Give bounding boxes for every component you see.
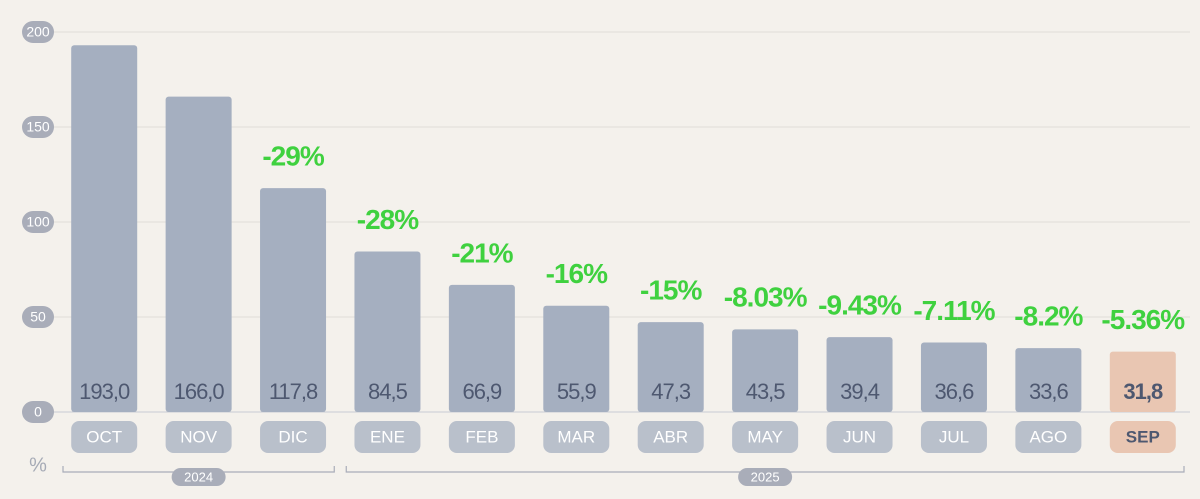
y-tick-pill [22,116,54,138]
bar [1015,348,1082,412]
group-label: 2024 [184,469,213,484]
y-tick-pill [22,306,54,328]
y-tick-pill [22,401,54,423]
category-pill [1015,421,1082,453]
change-annotation: -21% [451,237,513,268]
category-pill [1109,421,1176,453]
value-label: 31,8 [1123,379,1163,404]
group-label: 2025 [751,469,780,484]
category-pill [543,421,610,453]
value-label: 33,6 [1029,379,1069,404]
bar [71,45,138,413]
change-annotation: -16% [546,258,608,289]
y-axis-label: % [29,454,47,476]
value-label: 193,0 [79,379,130,404]
value-label: 84,5 [368,379,408,404]
category-pill [448,421,515,453]
value-label: 55,9 [557,379,597,404]
x-tick-label: MAR [557,427,595,446]
bar [448,284,515,412]
x-tick-label: ABR [653,427,688,446]
value-label: 39,4 [840,379,880,404]
change-annotation: -7.11% [913,295,995,326]
value-label: 166,0 [174,379,225,404]
category-pill [826,421,893,453]
category-pill [637,421,704,453]
change-annotation: -8.2% [1014,301,1083,332]
bar [543,305,610,412]
change-annotation: -28% [357,204,419,235]
category-pill [920,421,987,453]
category-pill [354,421,421,453]
value-label: 66,9 [462,379,502,404]
x-tick-label: NOV [180,427,218,446]
value-label: 43,5 [746,379,786,404]
change-annotation: -5.36% [1101,304,1185,335]
category-pill [71,421,138,453]
y-tick-label: 0 [34,404,42,420]
x-tick-label: FEB [465,427,498,446]
x-tick-label: JUL [939,427,969,446]
category-pill [732,421,799,453]
change-annotation: -15% [640,275,702,306]
x-tick-label: SEP [1126,427,1160,446]
group-pill [171,468,226,486]
y-tick-label: 100 [26,214,50,230]
x-tick-label: OCT [86,427,122,446]
bar [260,188,327,412]
bar [354,251,421,412]
bar [826,337,893,412]
y-tick-pill [22,211,54,233]
group-pill [738,468,793,486]
y-tick-label: 200 [26,24,50,40]
bar [1109,351,1176,412]
x-tick-label: AGO [1029,427,1067,446]
bar [920,342,987,412]
category-pill [260,421,327,453]
x-tick-label: MAY [747,427,783,446]
change-annotation: -9.43% [818,290,902,321]
y-tick-label: 50 [30,309,46,325]
x-tick-label: DIC [278,427,307,446]
y-tick-pill [22,21,54,43]
x-tick-label: JUN [843,427,876,446]
bar [165,96,232,412]
change-annotation: -8.03% [724,282,808,313]
value-label: 117,8 [269,379,318,404]
x-tick-label: ENE [370,427,405,446]
bar [637,322,704,412]
value-label: 36,6 [935,379,975,404]
change-annotation: -29% [262,141,324,172]
category-pill [165,421,232,453]
value-label: 47,3 [651,379,691,404]
y-tick-label: 150 [26,119,50,135]
bar [732,329,799,412]
